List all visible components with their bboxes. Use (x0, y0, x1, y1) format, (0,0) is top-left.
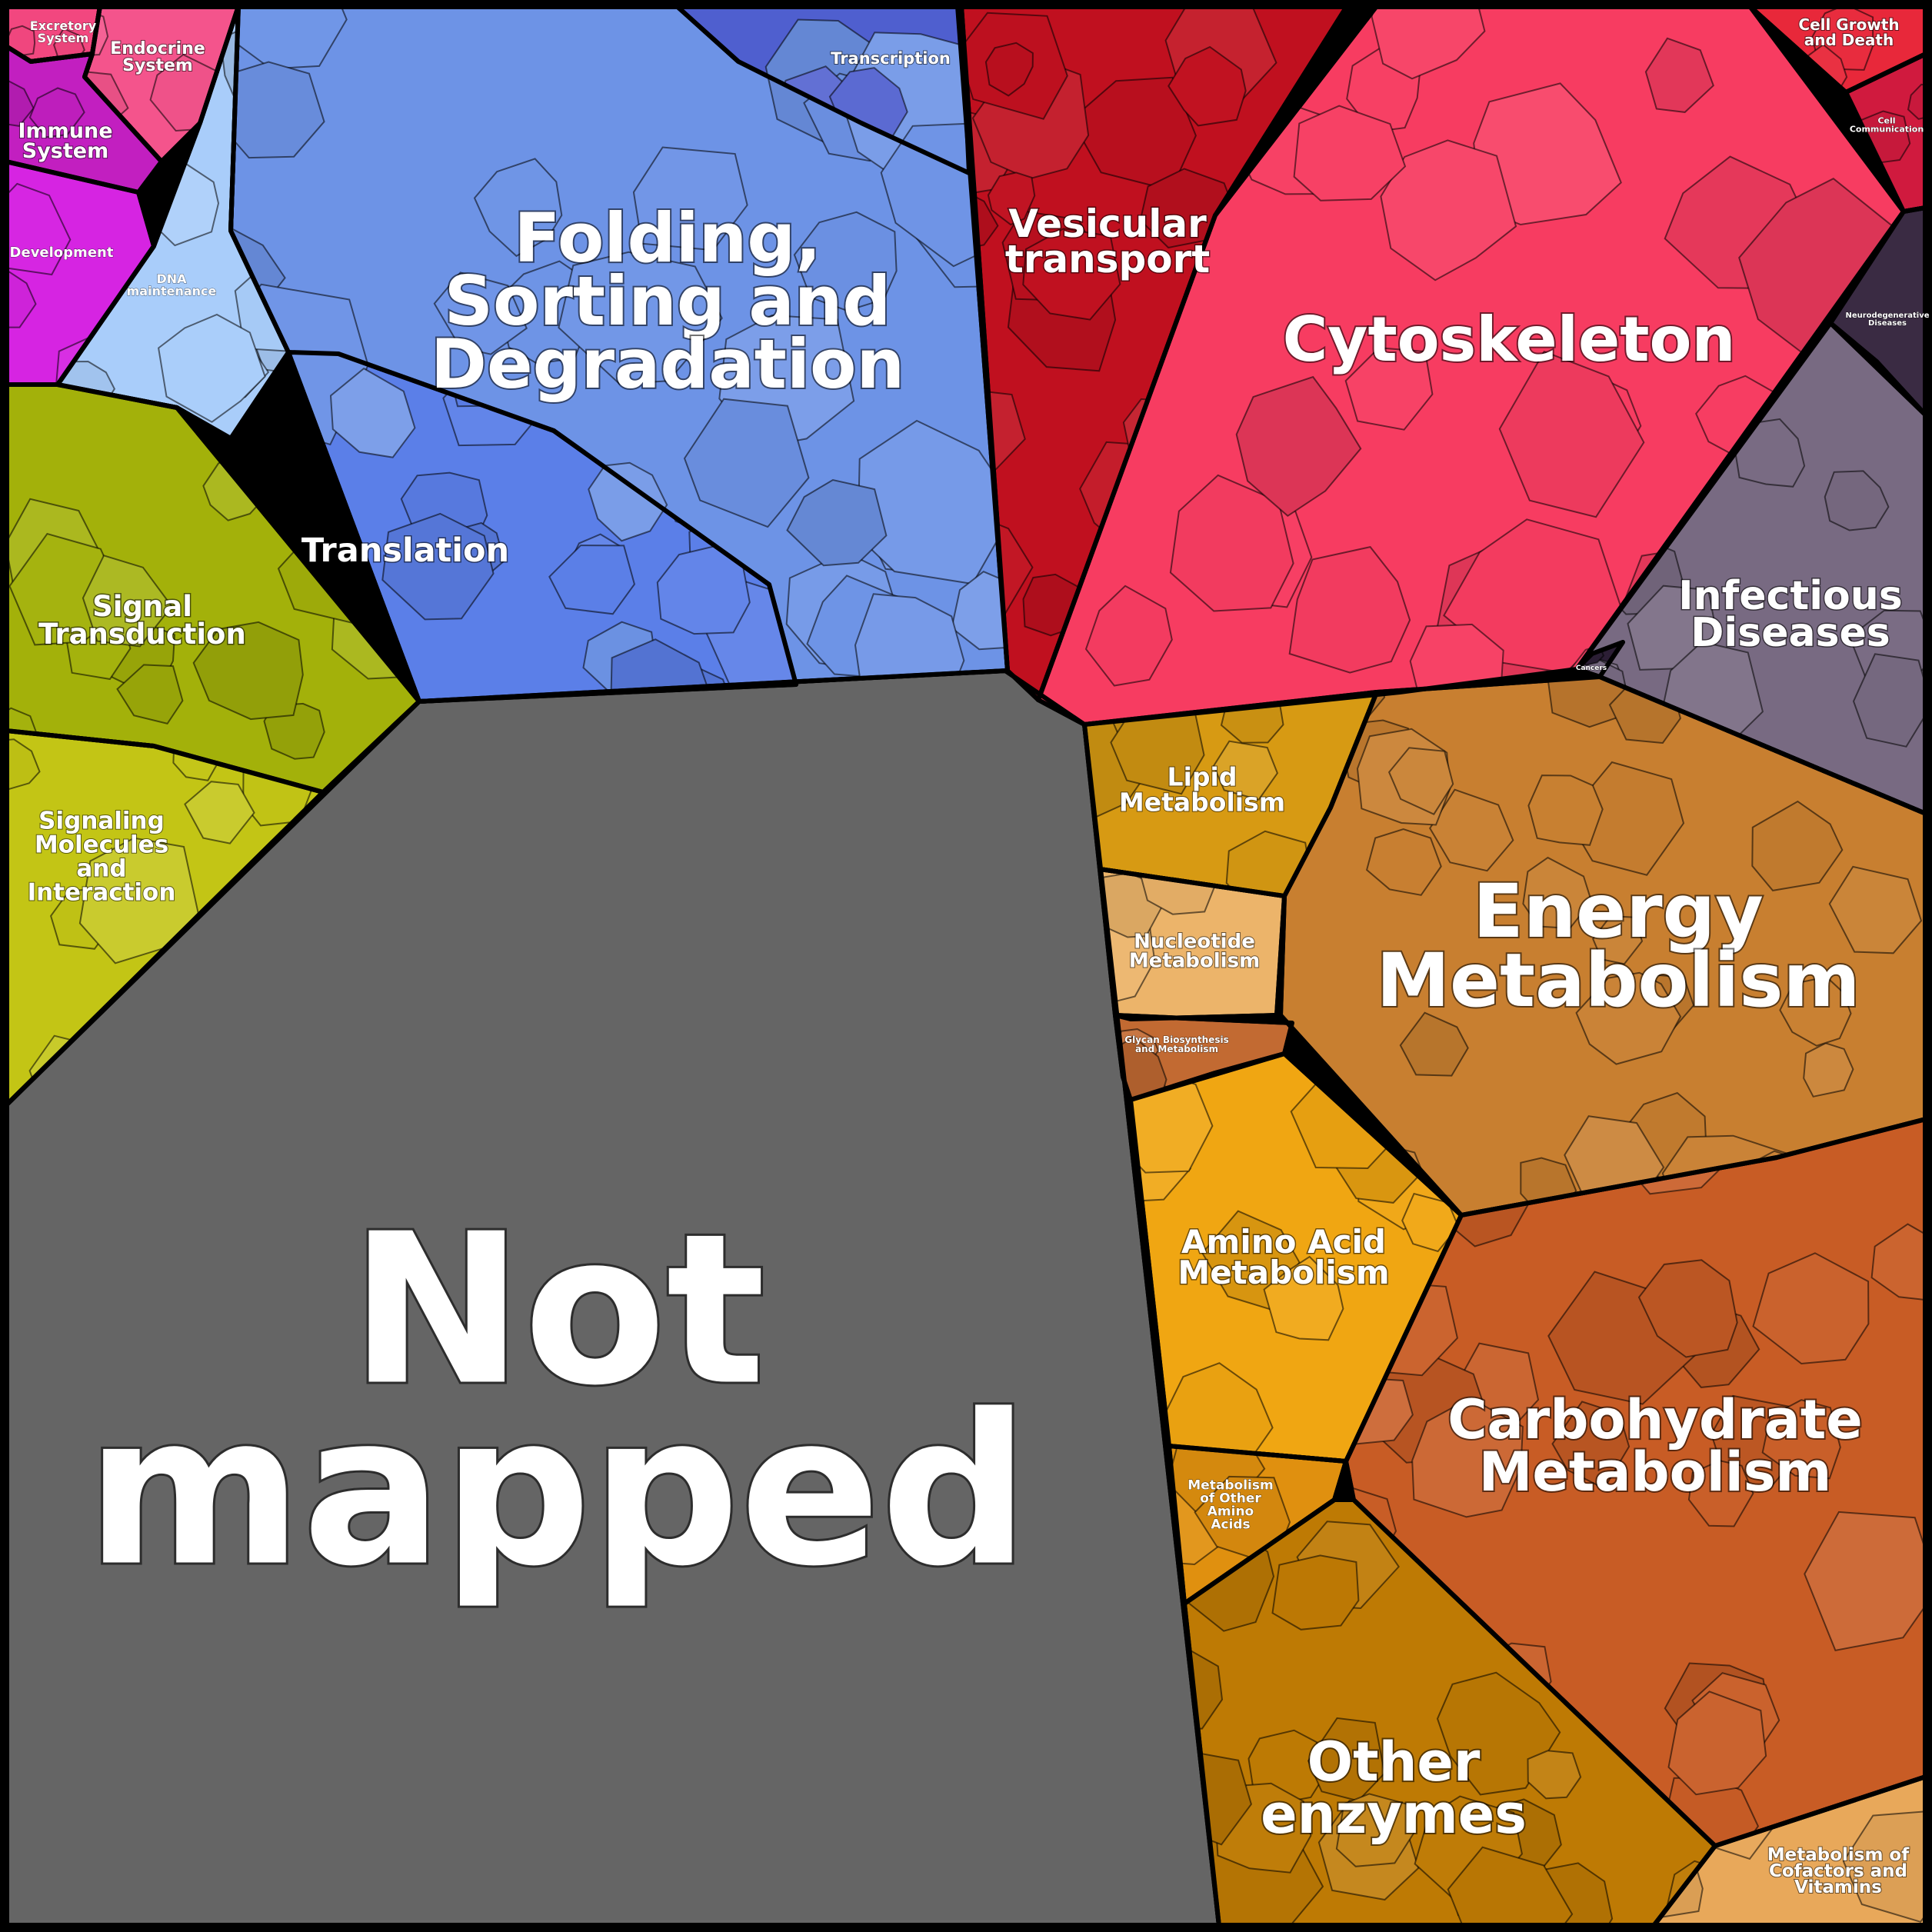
label-translation: Translation (301, 531, 509, 570)
label-line: Nucleotide (1134, 930, 1255, 953)
label-folding: Folding, Sorting and Degradation (431, 198, 904, 404)
label-line: Immune (18, 119, 112, 143)
label-line: Cancers (1576, 665, 1607, 672)
label-cancers: Cancers (1576, 665, 1607, 672)
label-line: Signaling (38, 807, 165, 834)
label-line: Acids (1211, 1517, 1250, 1533)
label-nucleotide: Nucleotide Metabolism (1129, 930, 1260, 972)
label-line: maintenance (127, 284, 217, 298)
label-carbohydrate: Carbohydrate Metabolism (1447, 1388, 1863, 1504)
region-border (6, 728, 325, 1108)
label-line: Not (350, 1188, 766, 1431)
label-excretory: Excretory System (30, 18, 97, 45)
label-line: Endocrine (110, 39, 205, 58)
label-energy: Energy Metabolism (1377, 868, 1860, 1024)
label-line: and Death (1804, 31, 1894, 49)
label-line: Neurodegenerative (1845, 311, 1929, 320)
label-immune: Immune System (18, 119, 112, 163)
label-line: Cell Growth (1798, 15, 1899, 34)
region-border (1651, 1774, 1926, 1926)
label-line: Energy (1473, 868, 1764, 954)
label-other-amino: Metabolism of Other Amino Acids (1188, 1478, 1273, 1533)
label-line: of Other (1200, 1491, 1261, 1507)
label-line: Metabolism (1119, 787, 1285, 817)
label-development: Development (10, 245, 114, 261)
region-border (675, 6, 971, 175)
label-line: Amino (1208, 1504, 1254, 1520)
label-other-enzymes: Other enzymes (1261, 1730, 1527, 1846)
label-line: Lipid (1168, 761, 1237, 791)
label-line: Sorting and (445, 261, 891, 341)
label-line: transport (1005, 237, 1210, 281)
label-signal-transduction: Signal Transduction (38, 590, 246, 651)
region-borders (6, 6, 1926, 1926)
label-infectious: Infectious Diseases (1678, 573, 1902, 656)
label-amino-acid: Amino Acid Metabolism (1178, 1223, 1389, 1291)
region-border (1844, 52, 1926, 214)
label-dna-maintenance: DNA maintenance (127, 271, 217, 298)
region-border (6, 159, 156, 387)
label-neurodegenerative: Neurodegenerative Diseases (1845, 311, 1929, 328)
label-line: and (76, 854, 126, 882)
region-labels: Not mapped Folding, Sorting and Degradation… (9, 15, 1930, 1898)
label-cell-growth: Cell Growth and Death (1798, 15, 1899, 49)
label-line: Development (10, 245, 114, 261)
label-line: Infectious (1678, 573, 1902, 619)
label-line: Metabolism (1479, 1441, 1832, 1504)
region-border (1574, 640, 1625, 679)
label-line: Transcription (831, 49, 951, 68)
label-signaling-molecules: Signaling Molecules and Interaction (28, 807, 176, 906)
label-endocrine: Endocrine System (110, 39, 205, 75)
region-border (1747, 6, 1926, 95)
label-line: Metabolism (1188, 1478, 1273, 1494)
label-line: Diseases (1868, 319, 1907, 328)
label-line: Folding, (514, 198, 821, 278)
label-line: Vesicular (1008, 202, 1207, 246)
label-cofactors: Metabolism of Cofactors and Vitamins (1767, 1845, 1910, 1897)
label-line: and Metabolism (1135, 1044, 1218, 1054)
label-transcription: Transcription (831, 49, 951, 68)
label-line: Other (1307, 1730, 1481, 1794)
label-not-mapped: Not mapped (86, 1188, 1029, 1611)
label-cytoskeleton: Cytoskeleton (1283, 304, 1736, 375)
label-line: DNA (156, 271, 187, 286)
label-vesicular: Vesicular transport (1005, 202, 1210, 281)
label-line: Metabolism of (1767, 1845, 1910, 1865)
label-line: Metabolism (1129, 949, 1260, 972)
label-line: Vitamins (1794, 1877, 1882, 1897)
label-line: Translation (301, 531, 509, 570)
label-line: Communication (1850, 125, 1924, 135)
label-line: Carbohydrate (1447, 1388, 1863, 1451)
label-line: Cofactors and (1769, 1861, 1907, 1881)
label-line: System (38, 31, 89, 45)
label-line: Metabolism (1377, 938, 1860, 1024)
label-line: Diseases (1690, 610, 1890, 656)
label-line: Glycan Biosynthesis (1124, 1034, 1229, 1045)
label-lipid: Lipid Metabolism (1119, 761, 1285, 817)
label-cell-communication: Cell Communication (1850, 116, 1924, 135)
label-glycan: Glycan Biosynthesis and Metabolism (1124, 1034, 1229, 1054)
label-line: Excretory (30, 18, 97, 33)
label-line: Transduction (38, 618, 246, 651)
label-line: Metabolism (1178, 1254, 1389, 1291)
label-line: Signal (92, 590, 192, 623)
label-line: Interaction (28, 878, 176, 906)
label-line: enzymes (1261, 1783, 1527, 1846)
label-line: mapped (86, 1369, 1029, 1611)
label-line: Degradation (431, 325, 904, 404)
label-line: Amino Acid (1181, 1223, 1386, 1261)
label-line: Cell (1877, 116, 1895, 126)
label-line: System (122, 56, 193, 75)
label-line: System (22, 139, 108, 163)
label-line: Molecules (35, 831, 168, 858)
label-line: Cytoskeleton (1283, 304, 1736, 375)
